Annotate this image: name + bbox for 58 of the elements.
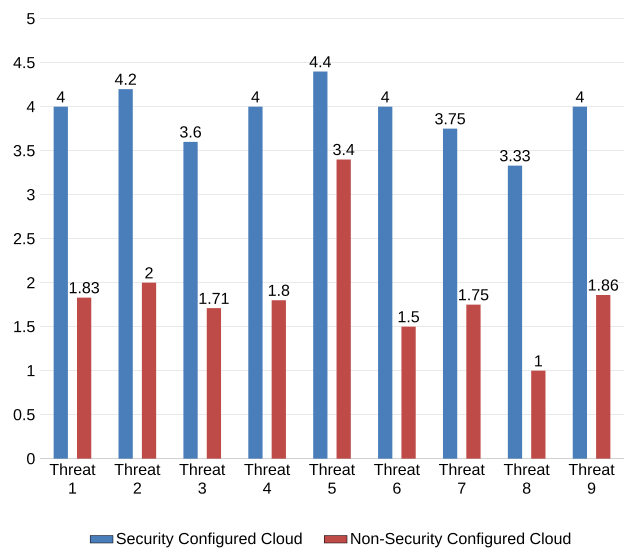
y-tick-label: 3 (27, 189, 35, 200)
data-label: 1.86 (588, 279, 618, 291)
y-tick-label: 4.5 (13, 57, 35, 68)
bar (442, 128, 458, 459)
y-tick-label: 5 (27, 13, 35, 24)
y-tick-label: 4 (26, 101, 35, 112)
data-label: 4 (381, 91, 390, 102)
legend-label: Security Configured Cloud (116, 532, 302, 548)
bar (313, 71, 328, 459)
data-label: 4.2 (114, 74, 136, 85)
bar (76, 298, 92, 459)
bar (54, 106, 68, 459)
bar (508, 166, 522, 459)
x-tick-label: Threat 5 (309, 463, 355, 494)
bar (118, 89, 133, 459)
bar (378, 106, 392, 459)
y-tick-label: 0 (27, 452, 35, 464)
data-label: 3.6 (180, 126, 201, 138)
y-tick-label: 2.5 (14, 233, 35, 244)
bar (206, 308, 222, 459)
bar (183, 142, 198, 459)
bar (596, 294, 610, 459)
data-label: 1.83 (70, 282, 99, 294)
bar (336, 159, 351, 459)
data-label: 4 (576, 91, 584, 102)
data-label: 1 (535, 355, 542, 366)
data-label: 1.75 (459, 289, 488, 300)
y-tick-label: 2 (27, 277, 34, 288)
x-tick-label: Threat 6 (374, 463, 420, 494)
data-label: 3.4 (333, 144, 354, 156)
x-tick-label: Threat 7 (439, 463, 485, 494)
x-tick-label: Threat 2 (114, 463, 160, 494)
data-label: 1.5 (398, 311, 420, 322)
bar (572, 106, 588, 459)
data-label: 1.71 (200, 292, 229, 304)
x-tick-label: Threat 4 (244, 463, 290, 494)
x-tick-label: Threat 1 (50, 463, 96, 494)
bar (531, 370, 546, 459)
x-tick-label: Threat 8 (504, 463, 550, 494)
data-label: 3.75 (435, 113, 465, 124)
bar (401, 326, 416, 459)
x-tick-label: Threat 3 (179, 463, 226, 494)
legend-label: Non-Security Configured Cloud (351, 532, 570, 548)
bar (142, 282, 156, 459)
bar (466, 304, 481, 459)
data-label: 4 (56, 91, 65, 102)
data-label: 4.4 (310, 56, 331, 68)
x-tick-label: Threat 9 (568, 463, 615, 494)
y-tick-label: 1.5 (14, 321, 35, 332)
data-label: 3.33 (500, 150, 530, 162)
y-tick-label: 0.5 (14, 408, 35, 420)
y-tick-label: 3.5 (14, 145, 35, 156)
y-tick-label: 1 (28, 365, 35, 376)
bar (248, 106, 263, 459)
data-label: 4 (251, 91, 260, 102)
data-label: 2 (145, 267, 153, 278)
bar (272, 300, 286, 459)
data-label: 1.8 (268, 284, 290, 296)
